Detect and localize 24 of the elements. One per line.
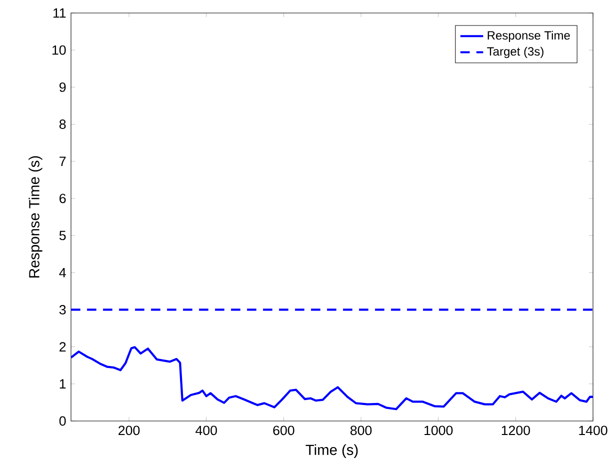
legend-label: Target (3s) bbox=[487, 46, 544, 58]
y-tick-label: 11 bbox=[53, 8, 66, 18]
x-tick-label: 200 bbox=[118, 426, 140, 436]
x-tick-label: 800 bbox=[350, 426, 372, 436]
y-tick-label: 10 bbox=[52, 45, 66, 55]
y-tick-label: 1 bbox=[60, 379, 66, 388]
y-tick-label: 7 bbox=[60, 156, 66, 166]
y-tick-label: 5 bbox=[59, 230, 66, 240]
y-tick-label: 2 bbox=[60, 342, 66, 352]
y-tick-label: 0 bbox=[59, 416, 66, 426]
x-tick-label: 600 bbox=[273, 426, 294, 436]
y-tick-label: 6 bbox=[60, 194, 66, 204]
y-tick-label: 3 bbox=[59, 305, 66, 314]
legend-label: Response Time bbox=[488, 30, 570, 42]
x-tick-label: 400 bbox=[196, 426, 217, 436]
y-tick-label: 8 bbox=[59, 120, 66, 129]
x-tick-label: 1200 bbox=[502, 426, 530, 436]
x-axis-title: Time (s) bbox=[306, 444, 358, 458]
y-tick-label: 4 bbox=[59, 268, 66, 278]
y-axis-title: Response Time (s) bbox=[28, 156, 42, 278]
x-tick-label: 1400 bbox=[579, 426, 608, 436]
line-series bbox=[71, 346, 593, 410]
x-tick-label: 1000 bbox=[424, 426, 453, 436]
y-tick-label: 9 bbox=[60, 82, 66, 92]
